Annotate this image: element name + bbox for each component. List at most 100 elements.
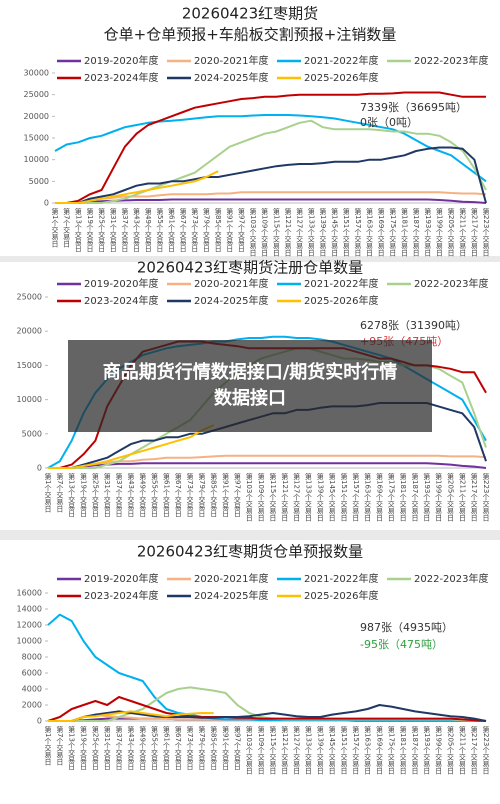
x-tick-label: 第169个交易日 xyxy=(375,725,383,775)
chart-title: 20260423红枣期货仓单预报数量 xyxy=(137,543,363,561)
x-tick-label: 第121个交易日 xyxy=(281,725,289,775)
annotation: 6278张（31390吨） xyxy=(360,319,467,332)
x-tick-label: 第223个交易日 xyxy=(482,472,490,522)
x-tick-label: 第139个交易日 xyxy=(319,207,327,257)
x-tick-label: 第121个交易日 xyxy=(281,472,289,522)
x-tick-label: 第211个交易日 xyxy=(459,207,467,257)
legend-label: 2024-2025年度 xyxy=(194,294,269,307)
x-tick-label: 第7个交易日 xyxy=(56,472,64,513)
legend-label: 2025-2026年度 xyxy=(304,589,379,602)
legend-label: 2020-2021年度 xyxy=(194,277,269,290)
x-tick-label: 第79个交易日 xyxy=(198,725,206,771)
x-tick-label: 第157个交易日 xyxy=(352,725,360,775)
x-tick-label: 第127个交易日 xyxy=(296,207,304,257)
x-tick-label: 第79个交易日 xyxy=(198,472,206,518)
y-tick-label: 0 xyxy=(44,199,49,208)
chart-subtitle: 仓单+仓单预报+车船板交割预报+注销数量 xyxy=(104,26,397,44)
x-tick-label: 第199个交易日 xyxy=(435,207,443,257)
x-tick-label: 第133个交易日 xyxy=(307,207,315,257)
x-tick-label: 第43个交易日 xyxy=(127,472,135,518)
legend-label: 2021-2022年度 xyxy=(304,572,379,585)
series-line xyxy=(48,462,487,469)
legend-label: 2022-2023年度 xyxy=(414,54,489,67)
x-tick-label: 第43个交易日 xyxy=(127,725,135,771)
y-tick-label: 5000 xyxy=(22,429,42,438)
x-tick-label: 第49个交易日 xyxy=(144,207,152,253)
x-tick-label: 第97个交易日 xyxy=(237,207,245,253)
x-tick-label: 第217个交易日 xyxy=(470,207,478,257)
x-tick-label: 第133个交易日 xyxy=(304,472,312,522)
x-tick-label: 第193个交易日 xyxy=(423,472,431,522)
x-tick-label: 第211个交易日 xyxy=(458,472,466,522)
x-tick-label: 第25个交易日 xyxy=(91,725,99,771)
x-tick-label: 第7个交易日 xyxy=(56,725,64,766)
x-tick-label: 第205个交易日 xyxy=(446,472,454,522)
x-tick-label: 第43个交易日 xyxy=(133,207,141,253)
series-line xyxy=(55,191,487,204)
series-line xyxy=(47,613,486,722)
legend-label: 2024-2025年度 xyxy=(194,589,269,602)
x-tick-label: 第145个交易日 xyxy=(328,472,336,522)
x-tick-label: 第13个交易日 xyxy=(68,725,76,771)
y-tick-label: 15000 xyxy=(24,134,49,143)
x-tick-label: 第85个交易日 xyxy=(210,725,218,771)
y-tick-label: 12000 xyxy=(17,621,42,630)
legend-label: 2019-2020年度 xyxy=(84,572,159,585)
legend-label: 2022-2023年度 xyxy=(414,277,489,290)
x-tick-label: 第91个交易日 xyxy=(222,472,230,518)
y-tick-label: 10000 xyxy=(17,395,42,404)
x-tick-label: 第103个交易日 xyxy=(245,725,253,775)
x-tick-label: 第55个交易日 xyxy=(151,725,159,771)
x-tick-label: 第223个交易日 xyxy=(482,725,490,775)
y-tick-label: 30000 xyxy=(24,69,49,78)
x-tick-label: 第145个交易日 xyxy=(328,725,336,775)
x-tick-label: 第19个交易日 xyxy=(86,207,94,253)
x-tick-label: 第61个交易日 xyxy=(167,207,175,253)
x-tick-label: 第181个交易日 xyxy=(400,207,408,257)
x-tick-label: 第37个交易日 xyxy=(115,472,123,518)
x-tick-label: 第103个交易日 xyxy=(249,207,257,257)
y-tick-label: 5000 xyxy=(29,177,49,186)
legend-label: 2023-2024年度 xyxy=(84,294,159,307)
x-tick-label: 第25个交易日 xyxy=(98,207,106,253)
x-tick-label: 第151个交易日 xyxy=(342,207,350,257)
x-tick-label: 第199个交易日 xyxy=(435,725,443,775)
y-tick-label: 25000 xyxy=(17,293,42,302)
x-tick-label: 第73个交易日 xyxy=(186,472,194,518)
x-tick-label: 第103个交易日 xyxy=(245,472,253,522)
x-tick-label: 第1个交易日 xyxy=(51,207,59,248)
series-line xyxy=(48,710,214,722)
x-tick-label: 第19个交易日 xyxy=(80,725,88,771)
x-tick-label: 第115个交易日 xyxy=(269,725,277,775)
legend-label: 2020-2021年度 xyxy=(194,54,269,67)
x-tick-label: 第109个交易日 xyxy=(257,725,265,775)
chart-title: 20260423红枣期货注册仓单数量 xyxy=(137,259,363,277)
x-tick-label: 第73个交易日 xyxy=(186,725,194,771)
y-tick-label: 0 xyxy=(37,464,42,473)
x-tick-label: 第25个交易日 xyxy=(91,472,99,518)
x-tick-label: 第115个交易日 xyxy=(269,472,277,522)
x-tick-label: 第7个交易日 xyxy=(63,207,71,248)
panel xyxy=(0,0,500,256)
x-tick-label: 第193个交易日 xyxy=(424,207,432,257)
x-tick-label: 第13个交易日 xyxy=(68,472,76,518)
x-tick-label: 第1个交易日 xyxy=(44,725,52,766)
y-tick-label: 16000 xyxy=(17,589,42,598)
x-tick-label: 第67个交易日 xyxy=(174,725,182,771)
x-tick-label: 第187个交易日 xyxy=(411,725,419,775)
y-tick-label: 4000 xyxy=(22,685,42,694)
x-tick-label: 第199个交易日 xyxy=(435,472,443,522)
x-tick-label: 第217个交易日 xyxy=(470,725,478,775)
x-tick-label: 第205个交易日 xyxy=(447,207,455,257)
x-tick-label: 第91个交易日 xyxy=(226,207,234,253)
x-tick-label: 第163个交易日 xyxy=(364,472,372,522)
x-tick-label: 第211个交易日 xyxy=(458,725,466,775)
annotation: 987张（4935吨） xyxy=(360,621,453,634)
x-tick-label: 第55个交易日 xyxy=(151,472,159,518)
x-tick-label: 第19个交易日 xyxy=(80,472,88,518)
y-tick-label: 8000 xyxy=(22,653,42,662)
overlay-banner: 商品期货行情数据接口/期货实时行情数据接口 xyxy=(68,340,432,432)
x-tick-label: 第223个交易日 xyxy=(482,207,490,257)
x-tick-label: 第13个交易日 xyxy=(74,207,82,253)
